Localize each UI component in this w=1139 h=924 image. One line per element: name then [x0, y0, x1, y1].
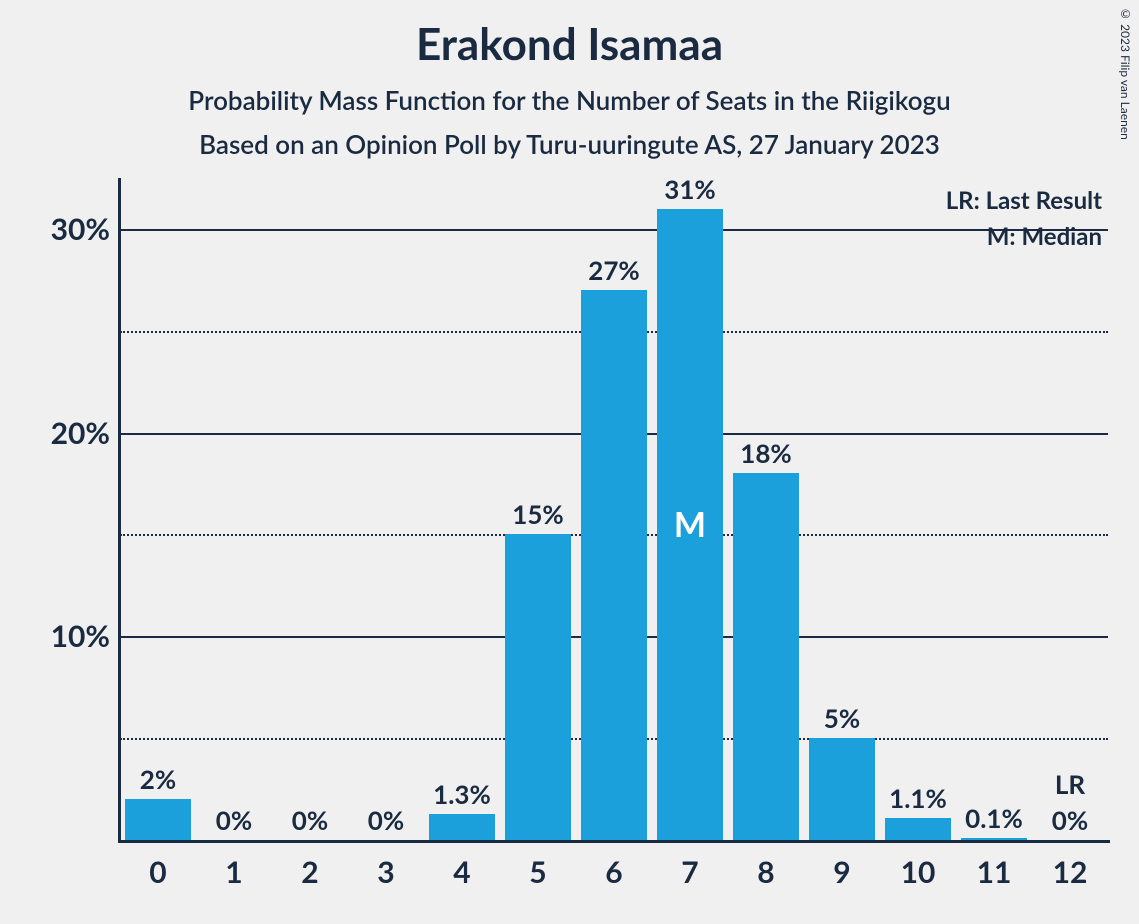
- x-tick-label: 10: [883, 854, 953, 890]
- x-tick-label: 5: [503, 854, 573, 890]
- bar: [885, 818, 952, 840]
- x-tick-label: 12: [1035, 854, 1105, 890]
- bar: [581, 290, 648, 840]
- median-marker: M: [655, 504, 725, 545]
- x-tick-label: 6: [579, 854, 649, 890]
- legend-last-result: LR: Last Result: [946, 186, 1102, 215]
- bar-value-label: 15%: [493, 498, 583, 530]
- x-tick-label: 11: [959, 854, 1029, 890]
- bar-value-label: 1.3%: [417, 778, 507, 810]
- bar: [809, 738, 876, 840]
- bar-value-label: 18%: [721, 437, 811, 469]
- chart-subtitle-1: Probability Mass Function for the Number…: [0, 84, 1139, 116]
- chart-page: Erakond Isamaa Probability Mass Function…: [0, 0, 1139, 924]
- gridline-major: [120, 229, 1108, 231]
- last-result-marker: LR: [1035, 768, 1105, 800]
- x-tick-label: 7: [655, 854, 725, 890]
- bar-value-label: 31%: [645, 173, 735, 205]
- x-tick-label: 0: [123, 854, 193, 890]
- x-tick-label: 8: [731, 854, 801, 890]
- bar-value-label: 2%: [113, 763, 203, 795]
- x-tick-label: 9: [807, 854, 877, 890]
- bar: [429, 814, 496, 840]
- chart-title: Erakond Isamaa: [0, 18, 1139, 70]
- bar-value-label: 0%: [1025, 804, 1115, 836]
- bar: [733, 473, 800, 840]
- x-tick-label: 4: [427, 854, 497, 890]
- y-tick-label: 20%: [20, 415, 110, 451]
- x-tick-label: 3: [351, 854, 421, 890]
- bar: [505, 534, 572, 840]
- x-tick-label: 2: [275, 854, 345, 890]
- y-tick-label: 10%: [20, 618, 110, 654]
- y-axis: [118, 178, 121, 842]
- chart-subtitle-2: Based on an Opinion Poll by Turu-uuringu…: [0, 128, 1139, 160]
- bar-value-label: 27%: [569, 254, 659, 286]
- y-tick-label: 30%: [20, 211, 110, 247]
- copyright-notice: © 2023 Filip van Laenen: [1118, 6, 1133, 140]
- bar: [125, 799, 192, 840]
- x-axis: [118, 840, 1110, 843]
- bar: [961, 838, 1028, 840]
- bar-value-label: 5%: [797, 702, 887, 734]
- legend-median: M: Median: [987, 222, 1102, 251]
- x-tick-label: 1: [199, 854, 269, 890]
